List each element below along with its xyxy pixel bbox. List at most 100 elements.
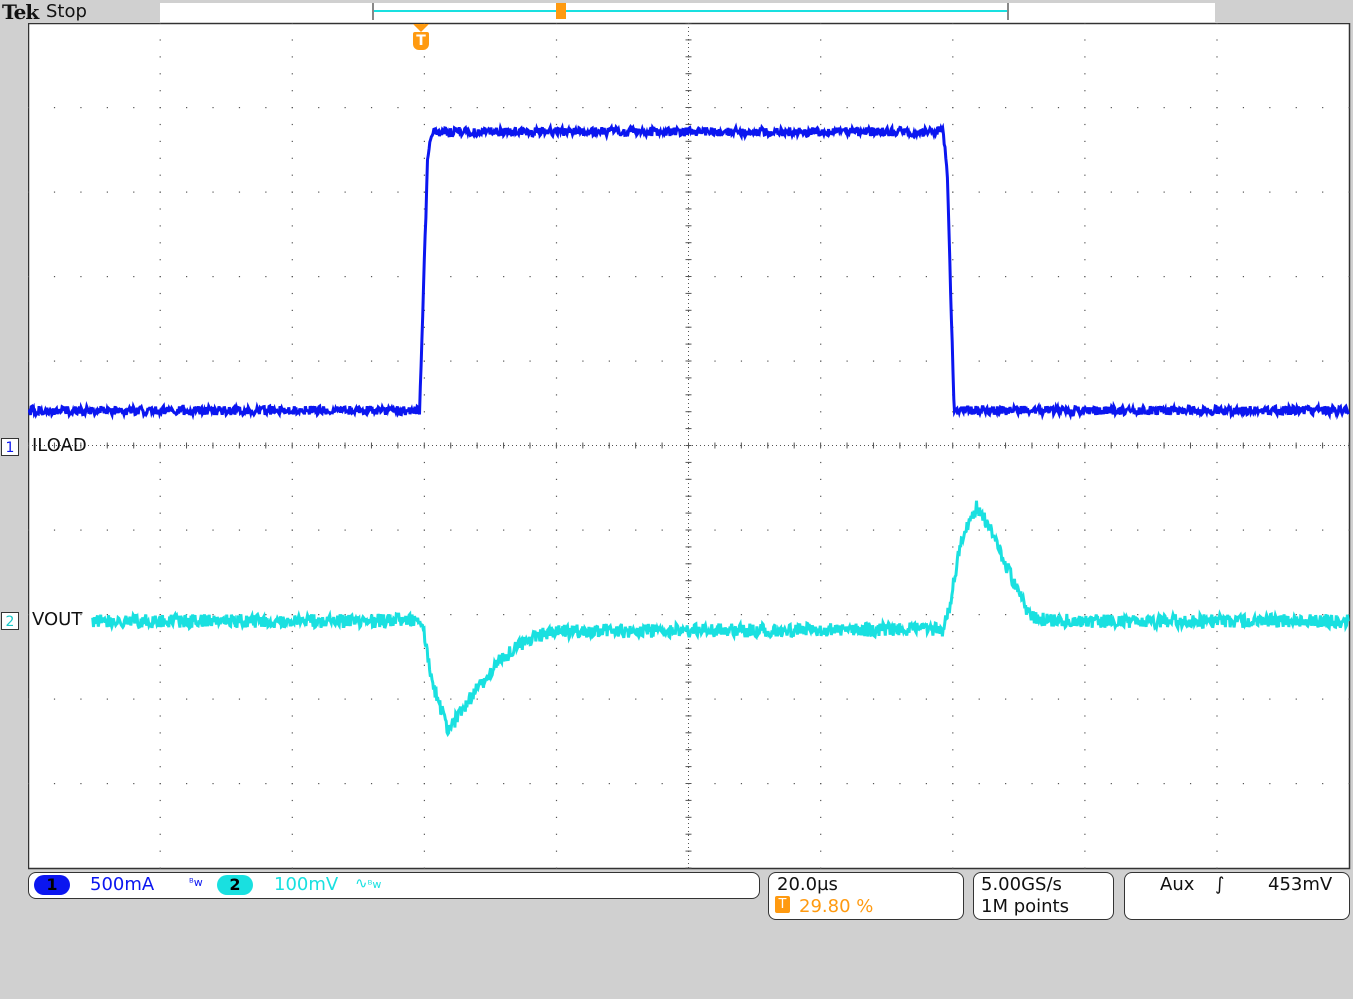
grid-dot <box>212 361 213 362</box>
ch2-badge[interactable]: 2 <box>217 875 253 895</box>
grid-dot <box>212 530 213 531</box>
trigger-position-marker[interactable] <box>413 24 429 32</box>
grid-dot <box>160 479 161 480</box>
grid-dot <box>635 361 636 362</box>
grid-dot <box>1296 783 1297 784</box>
grid-dot <box>1216 208 1217 209</box>
grid-dot <box>556 208 557 209</box>
grid-dot <box>820 124 821 125</box>
grid-dot <box>265 107 266 108</box>
grid-dot <box>54 699 55 700</box>
grid-dot <box>477 361 478 362</box>
grid-dot <box>556 73 557 74</box>
grid-dot <box>424 428 425 429</box>
grid-dot <box>1243 783 1244 784</box>
grid-dot <box>239 699 240 700</box>
grid-dot <box>1243 107 1244 108</box>
grid-dot <box>424 513 425 514</box>
grid-dot <box>952 851 953 852</box>
grid-dot <box>1084 242 1085 243</box>
grid-dot <box>107 192 108 193</box>
grid-dot <box>1111 276 1112 277</box>
grid-dot <box>1216 394 1217 395</box>
trigger-t-icon: T <box>413 32 429 50</box>
grid-dot <box>160 192 161 193</box>
ch2-label: VOUT <box>32 609 82 630</box>
grid-dot <box>556 800 557 801</box>
grid-dot <box>160 648 161 649</box>
grid-dot <box>1084 208 1085 209</box>
grid-dot <box>1137 192 1138 193</box>
record-view-window[interactable] <box>372 3 1009 20</box>
grid-dot <box>556 462 557 463</box>
grid-dot <box>952 192 953 193</box>
grid-dot <box>662 192 663 193</box>
grid-dot <box>424 868 425 869</box>
grid-dot <box>1058 530 1059 531</box>
grid-dot <box>820 428 821 429</box>
grid-dot <box>1322 614 1323 615</box>
grid-dot <box>133 276 134 277</box>
grid-dot <box>80 361 81 362</box>
grid-dot <box>1269 361 1270 362</box>
grid-dot <box>582 614 583 615</box>
grid-dot <box>450 614 451 615</box>
ch2-ground-marker[interactable]: 2 <box>1 612 19 630</box>
grid-dot <box>292 141 293 142</box>
acquisition-readout[interactable]: 5.00GS/s 1M points <box>973 872 1114 920</box>
grid-dot <box>952 276 953 277</box>
grid-dot <box>820 580 821 581</box>
grid-dot <box>820 39 821 40</box>
grid-dot <box>1296 361 1297 362</box>
grid-dot <box>582 699 583 700</box>
grid-dot <box>662 107 663 108</box>
grid-dot <box>1084 394 1085 395</box>
grid-dot <box>292 259 293 260</box>
grid-dot <box>265 783 266 784</box>
grid-dot <box>1084 39 1085 40</box>
grid-dot <box>1216 141 1217 142</box>
grid-dot <box>556 90 557 91</box>
grid-dot <box>239 107 240 108</box>
grid-dot <box>1216 766 1217 767</box>
grid-dot <box>820 513 821 514</box>
grid-dot <box>873 192 874 193</box>
ch1-ground-marker[interactable]: 1 <box>1 438 19 456</box>
grid-dot <box>794 530 795 531</box>
trigger-readout[interactable]: Aux ∫ 453mV <box>1124 872 1350 920</box>
grid-dot <box>186 361 187 362</box>
grid-dot <box>1058 276 1059 277</box>
grid-dot <box>794 361 795 362</box>
grid-dot <box>1084 496 1085 497</box>
grid-dot <box>1084 479 1085 480</box>
grid-dot <box>820 682 821 683</box>
grid-dot <box>292 631 293 632</box>
grid-dot <box>503 783 504 784</box>
grid-dot <box>424 749 425 750</box>
grid-dot <box>820 783 821 784</box>
grid-dot <box>107 107 108 108</box>
grid-dot <box>979 276 980 277</box>
grid-dot <box>292 276 293 277</box>
grid-dot <box>345 192 346 193</box>
grid-dot <box>1243 530 1244 531</box>
grid-dot <box>186 192 187 193</box>
channel-readout[interactable]: 1 500mA ᴮw 2 100mV ∿ᴮw <box>28 872 760 899</box>
grid-dot <box>952 259 953 260</box>
timebase-readout[interactable]: 20.0µs T 29.80 % <box>768 872 964 920</box>
grid-dot <box>160 546 161 547</box>
grid-dot <box>292 90 293 91</box>
grid-dot <box>1164 192 1165 193</box>
grid-dot <box>424 327 425 328</box>
grid-dot <box>582 530 583 531</box>
grid-dot <box>1216 361 1217 362</box>
grid-dot <box>1216 732 1217 733</box>
ch1-badge[interactable]: 1 <box>34 875 70 895</box>
grid-dot <box>952 834 953 835</box>
grid-dot <box>1084 462 1085 463</box>
grid-dot <box>292 56 293 57</box>
grid-dot <box>1137 699 1138 700</box>
grid-dot <box>292 310 293 311</box>
grid-dot <box>292 208 293 209</box>
grid-dot <box>212 192 213 193</box>
